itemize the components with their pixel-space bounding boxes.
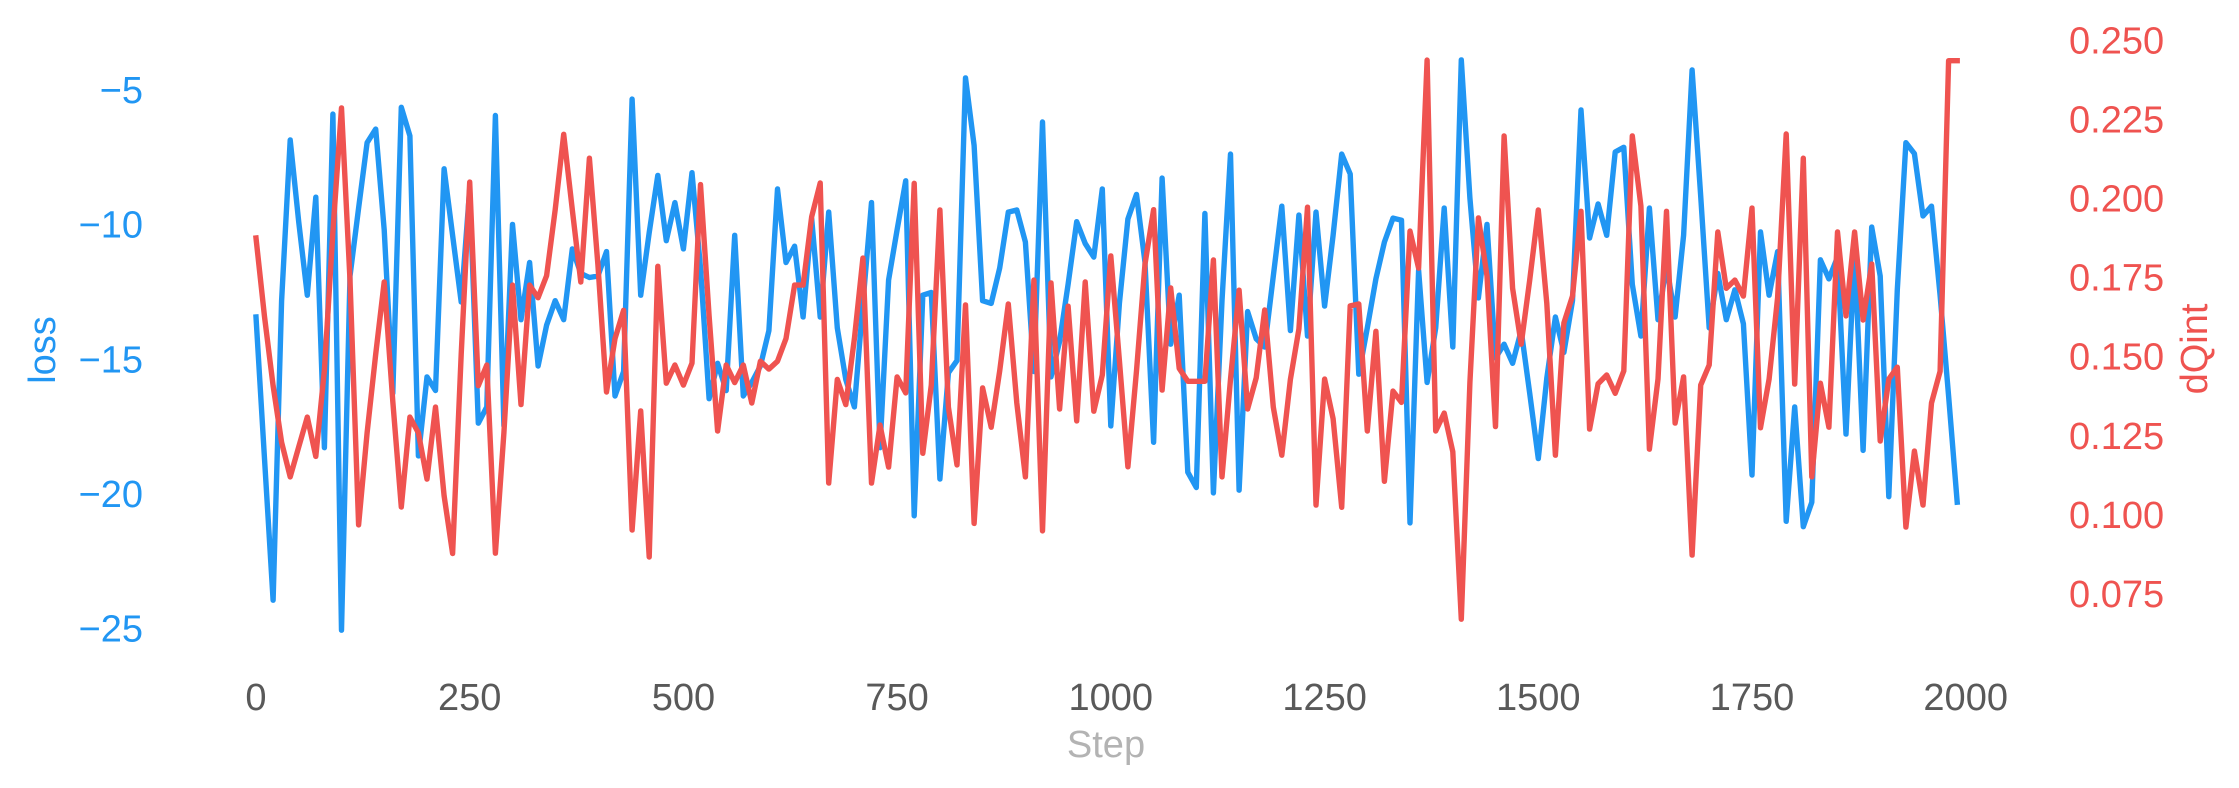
- svg-text:loss: loss: [22, 316, 64, 384]
- svg-text:−25: −25: [79, 609, 143, 651]
- svg-text:0.125: 0.125: [2069, 416, 2164, 458]
- svg-text:0.225: 0.225: [2069, 99, 2164, 141]
- svg-text:−10: −10: [79, 205, 143, 247]
- svg-text:0.075: 0.075: [2069, 574, 2164, 616]
- svg-text:1250: 1250: [1282, 677, 1367, 719]
- svg-text:−5: −5: [100, 70, 143, 112]
- svg-text:1000: 1000: [1069, 677, 1154, 719]
- svg-text:1500: 1500: [1496, 677, 1581, 719]
- svg-text:750: 750: [865, 677, 928, 719]
- svg-text:−15: −15: [79, 339, 143, 381]
- svg-text:0.200: 0.200: [2069, 179, 2164, 221]
- svg-text:Step: Step: [1067, 724, 1145, 766]
- svg-text:2000: 2000: [1923, 677, 2008, 719]
- svg-text:0.100: 0.100: [2069, 495, 2164, 537]
- svg-text:1750: 1750: [1710, 677, 1795, 719]
- svg-text:dQint: dQint: [2174, 303, 2216, 394]
- svg-text:0.175: 0.175: [2069, 258, 2164, 300]
- svg-text:250: 250: [438, 677, 501, 719]
- svg-text:500: 500: [652, 677, 715, 719]
- svg-text:0.150: 0.150: [2069, 337, 2164, 379]
- svg-text:0: 0: [245, 677, 266, 719]
- svg-text:0.250: 0.250: [2069, 20, 2164, 62]
- svg-text:−20: −20: [79, 474, 143, 516]
